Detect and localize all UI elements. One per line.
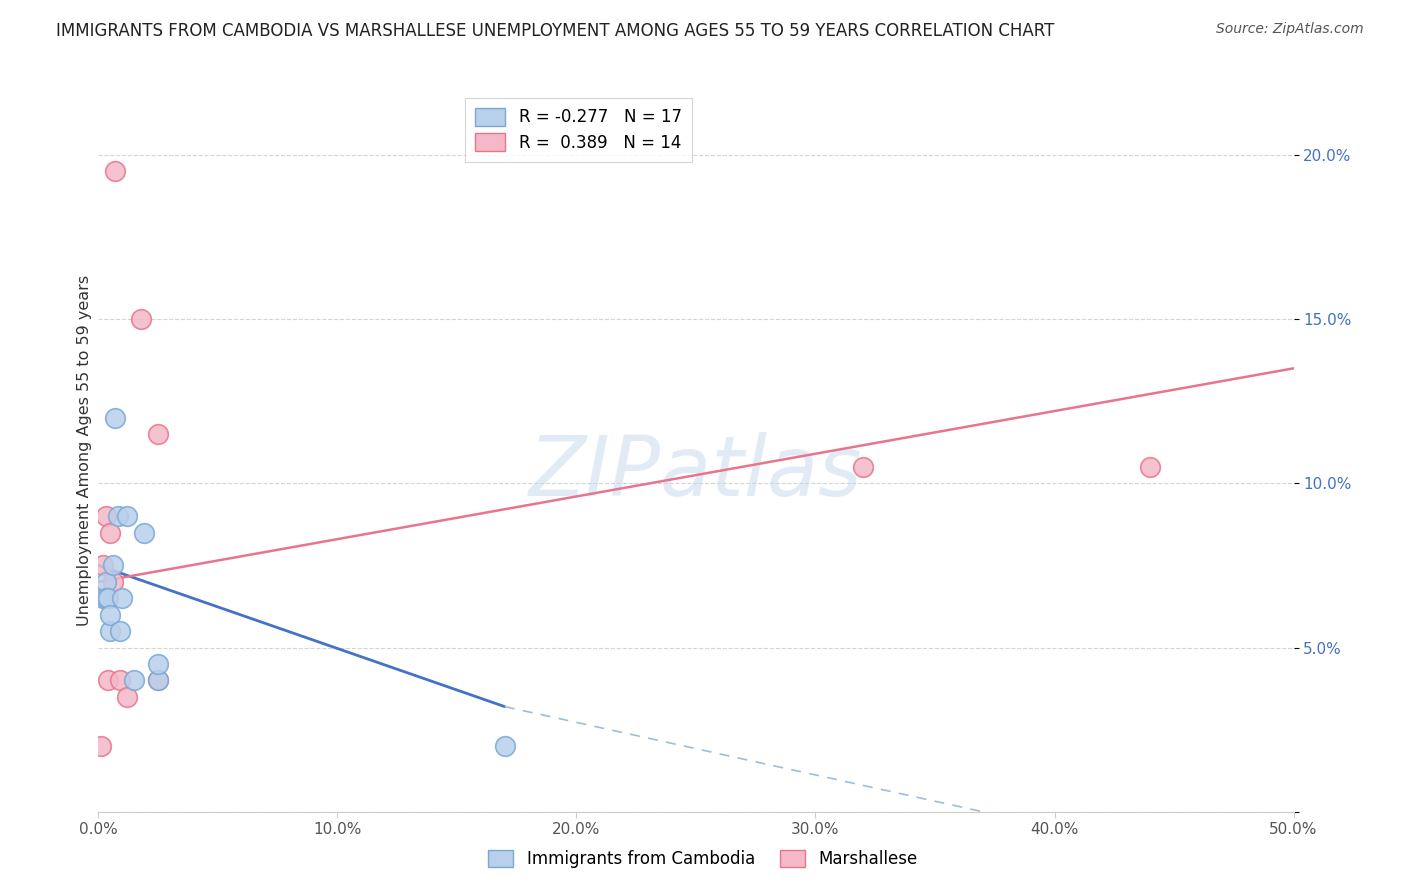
Point (94, 591, 117, 606)
Point (104, 410, 127, 425)
Point (852, 459, 875, 474)
Point (115, 690, 138, 704)
Point (115, 509, 138, 524)
Point (98, 624, 122, 639)
Point (148, 673, 170, 688)
Point (131, 312, 153, 326)
Point (94, 574, 117, 589)
Point (148, 427, 170, 442)
Point (104, 164, 127, 178)
Point (94, 509, 117, 524)
Point (91, 591, 114, 606)
Text: ZIPatlas: ZIPatlas (529, 432, 863, 513)
Legend: R = -0.277   N = 17, R =  0.389   N = 14: R = -0.277 N = 17, R = 0.389 N = 14 (465, 97, 692, 161)
Point (107, 509, 129, 524)
Point (97, 673, 120, 688)
Point (101, 574, 124, 589)
Point (90, 739, 112, 753)
Point (98, 525, 122, 540)
Point (1139, 459, 1161, 474)
Point (108, 624, 131, 639)
Point (148, 657, 170, 671)
Text: Source: ZipAtlas.com: Source: ZipAtlas.com (1216, 22, 1364, 37)
Y-axis label: Unemployment Among Ages 55 to 59 years: Unemployment Among Ages 55 to 59 years (77, 275, 91, 626)
Point (108, 673, 131, 688)
Point (132, 525, 155, 540)
Point (91, 558, 114, 573)
Point (97, 591, 120, 606)
Legend: Immigrants from Cambodia, Marshallese: Immigrants from Cambodia, Marshallese (482, 843, 924, 875)
Point (98, 607, 122, 622)
Point (148, 673, 170, 688)
Point (101, 558, 124, 573)
Point (124, 673, 146, 688)
Point (111, 591, 134, 606)
Text: IMMIGRANTS FROM CAMBODIA VS MARSHALLESE UNEMPLOYMENT AMONG AGES 55 TO 59 YEARS C: IMMIGRANTS FROM CAMBODIA VS MARSHALLESE … (56, 22, 1054, 40)
Point (494, 739, 516, 753)
